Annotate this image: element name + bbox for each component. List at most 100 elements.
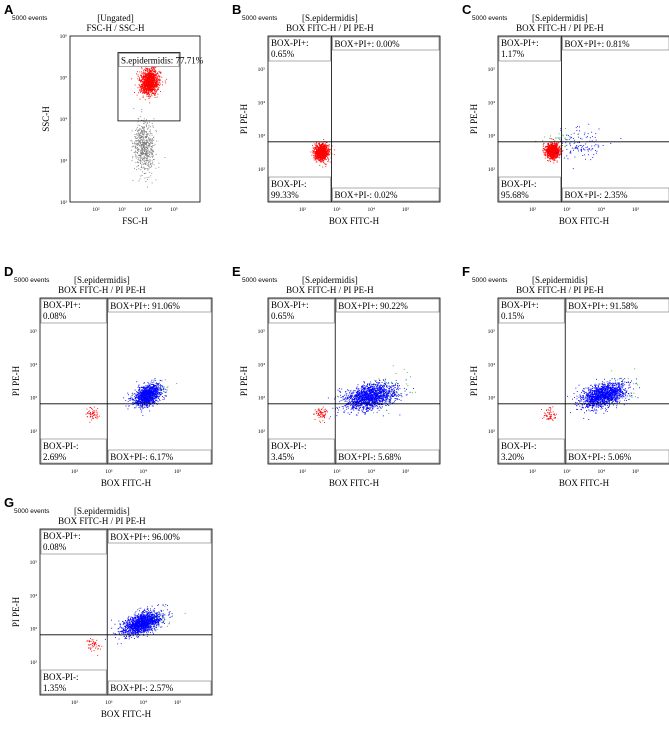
- scatter-point: [148, 155, 150, 157]
- scatter-point: [140, 175, 142, 177]
- scatter-point: [140, 404, 141, 406]
- scatter-point: [316, 161, 318, 163]
- scatter-point: [151, 149, 153, 151]
- scatter-point: [137, 165, 139, 166]
- scatter-point: [549, 149, 551, 150]
- scatter-point: [319, 160, 320, 161]
- plot-title-axes: BOX FITC-H / PI PE-H: [58, 285, 146, 295]
- scatter-point: [149, 146, 151, 148]
- scatter-point: [141, 136, 143, 138]
- scatter-point: [319, 156, 321, 158]
- scatter-point: [144, 80, 145, 82]
- x-axis-label: BOX FITC-H: [329, 216, 380, 226]
- scatter-point: [551, 157, 553, 159]
- panel-letter: D: [4, 264, 13, 279]
- scatter-point: [149, 88, 151, 90]
- scatter-point: [148, 80, 149, 81]
- scatter-point: [547, 149, 549, 151]
- quadrant-ll-value: 95.68%: [501, 190, 529, 200]
- scatter-point: [154, 92, 156, 94]
- scatter-point: [141, 80, 142, 82]
- scatter-point: [146, 79, 148, 81]
- scatter-point: [145, 154, 146, 156]
- scatter-point: [549, 148, 550, 150]
- scatter-point: [152, 88, 153, 90]
- scatter-point: [143, 71, 145, 73]
- scatter-point: [555, 149, 557, 150]
- scatter-point: [141, 164, 142, 166]
- scatter-point: [319, 143, 320, 144]
- scatter-point: [326, 142, 328, 143]
- scatter-point: [320, 144, 322, 146]
- scatter-point: [149, 139, 151, 141]
- scatter-point: [544, 154, 546, 156]
- scatter-point: [140, 132, 142, 133]
- scatter-point: [543, 142, 545, 144]
- scatter-point: [141, 79, 143, 81]
- scatter-point: [140, 155, 141, 156]
- scatter-point: [547, 152, 549, 154]
- scatter-point: [555, 143, 557, 145]
- scatter-point: [322, 160, 324, 161]
- scatter-point: [151, 146, 153, 148]
- scatter-point: [137, 140, 139, 142]
- scatter-point: [158, 384, 160, 386]
- scatter-point: [141, 109, 143, 110]
- scatter-point: [139, 134, 141, 136]
- scatter-point: [320, 160, 322, 162]
- scatter-point: [143, 76, 145, 78]
- scatter-point: [328, 144, 330, 145]
- scatter-point: [149, 391, 151, 393]
- scatter-point: [577, 146, 579, 148]
- scatter-point: [138, 393, 140, 395]
- scatter-point: [137, 386, 139, 388]
- scatter-point: [315, 151, 316, 153]
- scatter-point: [143, 84, 145, 86]
- scatter-point: [145, 82, 147, 84]
- scatter-point: [160, 72, 161, 74]
- scatter-point: [144, 404, 146, 406]
- scatter-point: [135, 157, 137, 159]
- scatter-point: [153, 402, 155, 404]
- scatter-point: [316, 152, 317, 153]
- scatter-point: [562, 135, 564, 137]
- scatter-point: [153, 81, 155, 83]
- scatter-point: [143, 90, 145, 92]
- scatter-point: [554, 151, 556, 153]
- scatter-point: [163, 386, 165, 388]
- scatter-point: [554, 154, 556, 155]
- scatter-point: [594, 136, 596, 138]
- scatter-point: [141, 393, 142, 395]
- scatter-point: [315, 161, 317, 163]
- scatter-point: [314, 156, 316, 158]
- scatter-point: [157, 86, 159, 88]
- scatter-point: [316, 149, 318, 151]
- scatter-point: [142, 126, 143, 128]
- scatter-point: [584, 149, 586, 151]
- scatter-point: [145, 68, 147, 70]
- scatter-point: [146, 160, 147, 162]
- scatter-point: [141, 390, 143, 392]
- scatter-point: [146, 134, 148, 136]
- scatter-point: [557, 142, 559, 144]
- scatter-point: [325, 148, 326, 150]
- scatter-point: [144, 158, 145, 160]
- scatter-point: [141, 127, 143, 129]
- scatter-point: [546, 146, 548, 148]
- scatter-point: [145, 157, 147, 159]
- scatter-point: [315, 147, 317, 149]
- scatter-point: [146, 126, 147, 128]
- scatter-point: [325, 166, 327, 168]
- scatter-point: [138, 159, 140, 161]
- scatter-point: [131, 140, 133, 142]
- scatter-point: [149, 151, 150, 153]
- scatter-point: [151, 76, 153, 78]
- scatter-point: [150, 81, 152, 83]
- y-axis-label: PI PE-H: [469, 103, 479, 134]
- scatter-point: [312, 144, 313, 146]
- scatter-point: [143, 140, 145, 142]
- scatter-point: [140, 151, 142, 153]
- scatter-point: [139, 79, 141, 81]
- scatter-point: [155, 82, 157, 84]
- scatter-point: [144, 398, 145, 400]
